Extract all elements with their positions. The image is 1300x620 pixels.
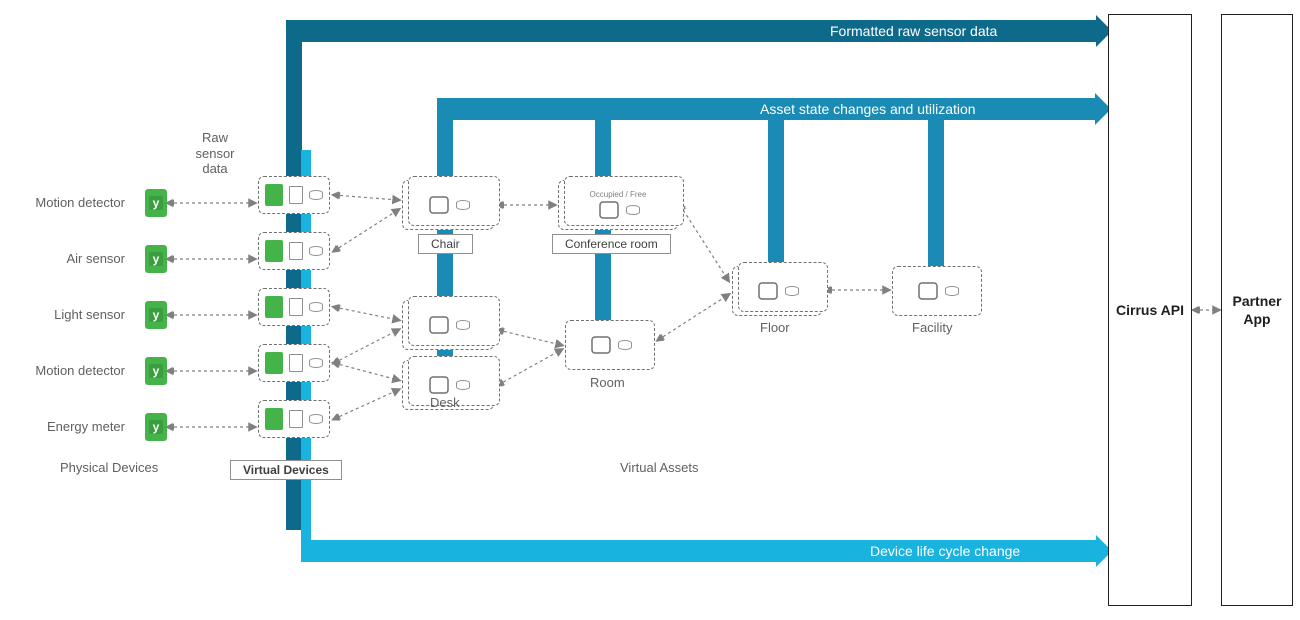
flow-label-asset-horiz: Asset state changes and utilization: [760, 101, 976, 117]
db-icon: [456, 200, 470, 210]
asset-box-chair: [402, 180, 494, 230]
sensor-label-4: Energy meter: [5, 419, 125, 434]
doc-icon: [289, 354, 303, 372]
section-label-physical-devices: Physical Devices: [60, 460, 158, 475]
asset-glyph-icon: [427, 194, 451, 216]
asset-label-conference-room: Conference room: [552, 234, 671, 254]
sensor-label-0: Motion detector: [5, 195, 125, 210]
asset-glyph-icon: [597, 199, 621, 221]
asset-label-facility: Facility: [912, 320, 952, 335]
db-icon: [618, 340, 632, 350]
db-icon: [626, 205, 640, 215]
sensor-icon: [145, 245, 167, 273]
sensor-label-2: Light sensor: [5, 307, 125, 322]
asset-box-desk: [402, 300, 494, 350]
connector-10: [334, 390, 398, 419]
virtual-device-box-1: [258, 232, 330, 270]
asset-label-room: Room: [590, 375, 625, 390]
virtual-device-box-0: [258, 176, 330, 214]
asset-glyph-icon: [589, 334, 613, 356]
connector-6: [334, 210, 398, 251]
asset-box-conference-room: Occupied / Free: [558, 180, 678, 230]
asset-label-desk: Desk: [430, 395, 460, 410]
db-icon: [309, 302, 323, 312]
sensor-icon: [145, 357, 167, 385]
asset-glyph-icon: [916, 280, 940, 302]
connector-7: [334, 307, 398, 320]
doc-icon: [289, 186, 303, 204]
raw-sensor-data-label: Raw sensor data: [185, 130, 245, 177]
doc-icon: [289, 242, 303, 260]
diagram-canvas: Formatted raw sensor data Asset state cha…: [0, 0, 1300, 620]
asset-box-floor: [732, 266, 822, 316]
asset-label-floor: Floor: [760, 320, 790, 335]
doc-icon: [289, 298, 303, 316]
device-icon: [265, 352, 283, 374]
asset-glyph-icon: [756, 280, 780, 302]
db-icon: [785, 286, 799, 296]
db-icon: [456, 320, 470, 330]
api-box-label: Partner App: [1222, 292, 1292, 328]
connector-12: [498, 330, 561, 345]
virtual-device-box-3: [258, 344, 330, 382]
db-icon: [309, 414, 323, 424]
virtual-device-box-4: [258, 400, 330, 438]
sensor-icon: [145, 189, 167, 217]
sensor-label-3: Motion detector: [5, 363, 125, 378]
api-box-cirrus-api: Cirrus API: [1108, 14, 1192, 606]
sensor-icon: [145, 301, 167, 329]
section-label-virtual-devices: Virtual Devices: [230, 460, 342, 480]
asset-label-chair: Chair: [418, 234, 473, 254]
device-icon: [265, 240, 283, 262]
section-label-virtual-assets: Virtual Assets: [620, 460, 699, 475]
flow-label-life-horiz: Device life cycle change: [870, 543, 1020, 559]
asset-box-room: [565, 320, 655, 370]
connector-9: [334, 363, 398, 380]
flow-bar-asset-v4: [928, 98, 944, 288]
sensor-label-1: Air sensor: [5, 251, 125, 266]
connector-13: [498, 350, 561, 385]
connector-14: [680, 205, 728, 280]
connector-15: [658, 295, 728, 340]
virtual-device-box-2: [258, 288, 330, 326]
device-icon: [265, 184, 283, 206]
flow-bar-raw-vert: [286, 20, 302, 530]
db-icon: [309, 190, 323, 200]
connector-5: [334, 195, 398, 200]
api-box-label: Cirrus API: [1116, 301, 1184, 319]
asset-glyph-icon: [427, 374, 451, 396]
db-icon: [456, 380, 470, 390]
device-icon: [265, 296, 283, 318]
api-box-partner-app: Partner App: [1221, 14, 1293, 606]
db-icon: [309, 358, 323, 368]
connector-8: [334, 330, 398, 363]
flow-label-raw-horiz: Formatted raw sensor data: [830, 23, 997, 39]
asset-glyph-icon: [427, 314, 451, 336]
device-icon: [265, 408, 283, 430]
asset-box-facility: [892, 266, 982, 316]
db-icon: [309, 246, 323, 256]
flow-bar-asset-v3: [768, 98, 784, 288]
doc-icon: [289, 410, 303, 428]
sensor-icon: [145, 413, 167, 441]
asset-sublabel: Occupied / Free: [590, 190, 647, 199]
db-icon: [945, 286, 959, 296]
